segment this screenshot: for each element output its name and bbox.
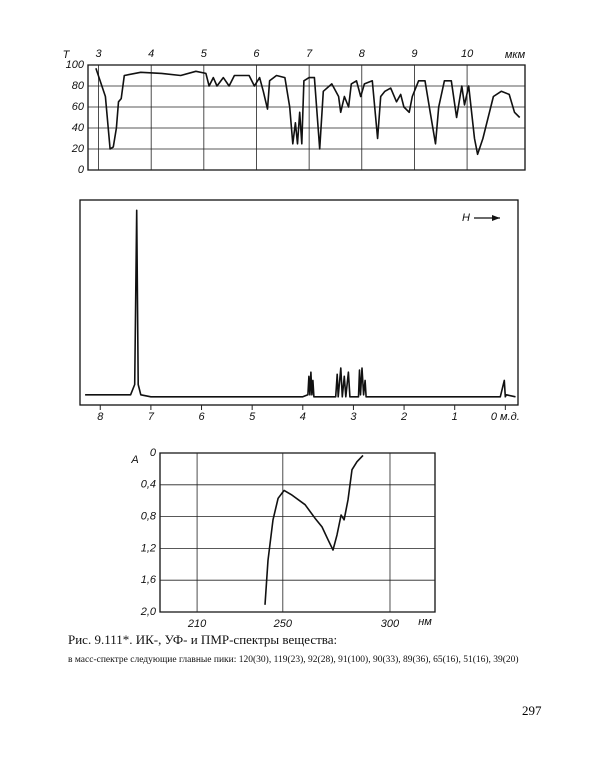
y-tick-label: 20 — [71, 143, 85, 155]
y-tick-label: 0 — [150, 447, 157, 459]
x-tick-label: 3 — [350, 411, 357, 423]
annotation: H — [462, 212, 470, 224]
x-tick-label: 300 — [381, 618, 400, 630]
plot-frame — [87, 64, 526, 171]
x-tick-label: 4 — [148, 48, 154, 60]
x-tick-label: 7 — [148, 411, 155, 423]
x-tick-label: 6 — [253, 48, 260, 60]
x-axis-label: нм — [418, 616, 432, 628]
x-axis-label: мкм — [505, 49, 526, 61]
x-tick-label: 7 — [306, 48, 313, 60]
x-tick-label: 1 — [452, 411, 458, 423]
x-tick-label: 5 — [201, 48, 208, 60]
x-tick-label: 4 — [300, 411, 306, 423]
y-axis-label: T — [63, 49, 71, 61]
caption-title: Рис. 9.111*. ИК-, УФ- и ПМР-спектры веще… — [68, 632, 338, 647]
x-tick-label: 3 — [95, 48, 102, 60]
y-axis-label: A — [130, 454, 138, 466]
x-tick-label: 8 — [97, 411, 104, 423]
caption-text: в масс-спектре следующие главные пики: 1… — [68, 655, 519, 665]
x-tick-label: 5 — [249, 411, 256, 423]
spectrum-line — [85, 209, 516, 398]
spectrum-line — [95, 67, 521, 156]
x-tick-label: 2 — [400, 411, 407, 423]
y-tick-label: 0,4 — [141, 479, 156, 491]
x-tick-label: 6 — [198, 411, 205, 423]
arrow-head — [492, 215, 500, 221]
y-tick-label: 80 — [72, 80, 85, 92]
y-tick-label: 0 — [78, 164, 85, 176]
x-tick-label: 210 — [187, 618, 207, 630]
plot-frame — [79, 199, 519, 406]
y-tick-label: 0,8 — [141, 511, 157, 523]
x-tick-label: 8 — [359, 48, 366, 60]
spectrum-line — [264, 454, 364, 605]
plot-frame — [159, 452, 436, 613]
x-tick-label: 0 м.д. — [491, 411, 520, 423]
y-tick-label: 40 — [72, 122, 85, 134]
y-tick-label: 100 — [66, 59, 85, 71]
x-tick-label: 250 — [273, 618, 293, 630]
x-tick-label: 9 — [411, 48, 417, 60]
y-tick-label: 60 — [72, 101, 85, 113]
x-tick-label: 10 — [461, 48, 474, 60]
y-tick-label: 2,0 — [140, 606, 157, 618]
page-number: 297 — [522, 703, 542, 718]
y-tick-label: 1,6 — [141, 574, 157, 586]
y-tick-label: 1,2 — [141, 542, 156, 554]
